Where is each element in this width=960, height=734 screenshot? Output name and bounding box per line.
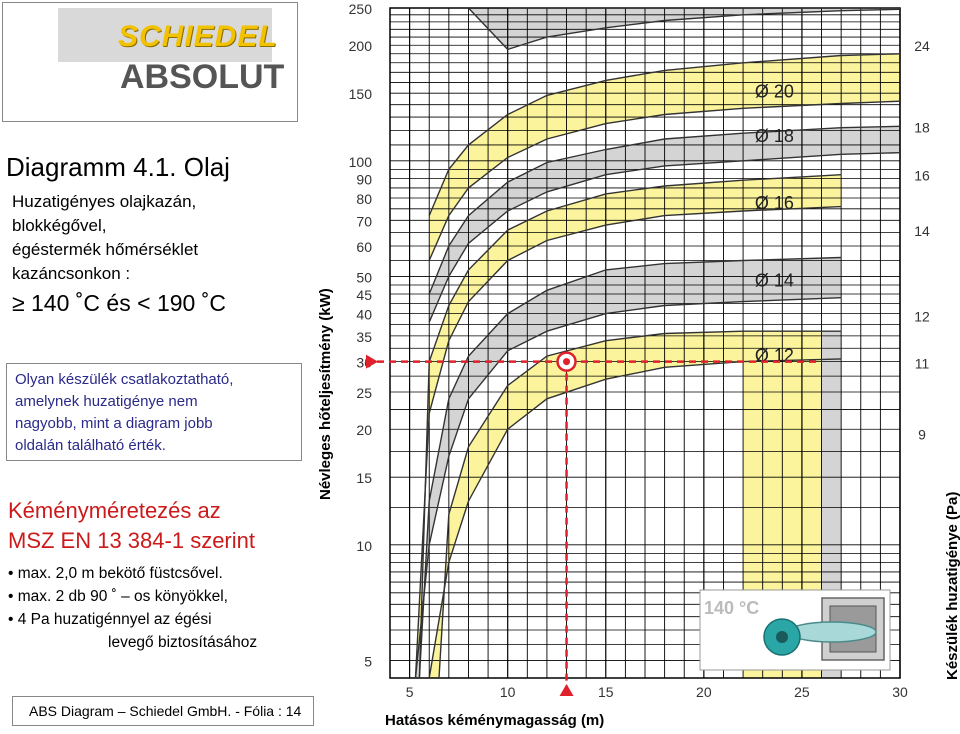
example-arrow-bottom	[559, 684, 574, 696]
series-label: Ø 14	[755, 271, 794, 291]
x-tick-label: 15	[598, 684, 614, 700]
band-upper-edge	[438, 330, 842, 679]
band-upper-edge	[418, 256, 842, 679]
band-lower-edge	[414, 297, 842, 679]
y-tick-label: 15	[356, 470, 372, 486]
logo-background	[58, 4, 272, 62]
standard-heading: Kéményméretezés az MSZ EN 13 384-1 szeri…	[8, 496, 255, 556]
burner-fan-hub	[776, 631, 788, 643]
example-arrow-left	[366, 354, 378, 369]
x-tick-label: 25	[794, 684, 810, 700]
note-line: amelynek huzatigénye nem	[15, 393, 198, 410]
y2-tick-label: 14	[914, 223, 930, 239]
diagram-title: Diagramm 4.1. Olaj	[6, 152, 230, 182]
y-tick-label: 100	[349, 154, 373, 170]
description: Huzatigényes olajkazán, blokkégővel, égé…	[12, 190, 198, 286]
band-upper-edge	[428, 53, 901, 216]
description-line: Huzatigényes olajkazán,	[12, 192, 197, 211]
example-marker	[365, 351, 822, 696]
band-lower-edge	[414, 205, 842, 679]
y-tick-label: 150	[349, 86, 373, 102]
description-line: blokkégővel,	[12, 216, 107, 235]
y2-tick-label: 24	[914, 38, 930, 54]
y-tick-label: 200	[349, 38, 373, 54]
band-upper-edge	[428, 125, 901, 295]
y2-tick-label: 11	[915, 356, 930, 372]
standard-heading-line: Kéményméretezés az	[8, 498, 221, 523]
footer-caption: ABS Diagram – Schiedel GmbH. - Fólia : 1…	[12, 696, 314, 726]
condition-item-continuation: levegő biztosításához	[108, 634, 258, 651]
condition-list: • max. 2,0 m bekötő füstcsővel. • max. 2…	[8, 562, 257, 654]
y-tick-label: 60	[356, 239, 372, 255]
x-tick-label: 30	[892, 684, 908, 700]
y2-tick-label: 9	[918, 426, 926, 442]
logo-brand-text: SCHIEDEL	[118, 20, 278, 53]
right-axis-title: Készülék huzatigénye (Pa)	[944, 492, 960, 680]
note-line: oldalán található érték.	[15, 437, 166, 454]
y-tick-label: 5	[364, 653, 372, 669]
series-label: Ø 18	[755, 126, 794, 146]
standard-heading-line: MSZ EN 13 384-1 szerint	[8, 528, 255, 553]
series-label: Ø 20	[755, 82, 794, 102]
compatibility-note: Olyan készülék csatlakoztatható, amelyne…	[6, 363, 302, 461]
x-tick-label: 5	[406, 684, 414, 700]
condition-item: • max. 2 db 90 ˚ – os könyökkel,	[8, 588, 228, 605]
description-line: égéstermék hőmérséklet	[12, 240, 199, 259]
y-tick-label: 50	[356, 269, 372, 285]
y-tick-label: 80	[356, 191, 372, 207]
series-label: Ø 16	[755, 193, 794, 213]
description-line: kazáncsonkon :	[12, 264, 131, 283]
y-tick-label: 40	[356, 307, 372, 323]
temperature-condition: ≥ 140 ˚C és < 190 ˚C	[12, 290, 226, 316]
y-tick-label: 10	[356, 538, 372, 554]
example-target-center	[563, 358, 571, 366]
band-lower-edge	[467, 7, 901, 51]
note-line: nagyobb, mint a diagram jobb	[15, 415, 213, 432]
band-outlines	[414, 7, 901, 679]
condition-item: • 4 Pa huzatigénnyel az égési	[8, 611, 212, 628]
y-axis-title: Névleges hőteljesítmény (kW)	[317, 288, 334, 500]
note-line: Olyan készülék csatlakoztatható,	[15, 371, 234, 388]
band-upper-edge	[418, 174, 842, 679]
y-tick-label: 20	[356, 422, 372, 438]
series-labels: Ø 12Ø 14Ø 16Ø 18Ø 20	[755, 82, 794, 366]
band-lower-edge	[428, 358, 842, 679]
chart-grid	[389, 7, 901, 679]
y-tick-label: 250	[349, 1, 373, 17]
logo-product-text: ABSOLUT	[120, 58, 285, 96]
x-tick-label: 10	[500, 684, 516, 700]
band-lower-edge	[428, 100, 901, 261]
y2-tick-label: 16	[914, 168, 930, 184]
y-tick-label: 35	[356, 329, 372, 345]
x-tick-label: 20	[696, 684, 712, 700]
y-tick-label: 70	[356, 213, 372, 229]
y2-tick-label: 12	[914, 308, 930, 324]
band-fill-top	[468, 8, 900, 50]
inset-temperature-label: 140 °C	[704, 598, 759, 618]
condition-item: • max. 2,0 m bekötő füstcsővel.	[8, 565, 223, 582]
band-lower-edge	[428, 152, 901, 323]
y2-tick-label: 18	[914, 119, 930, 135]
device-inset: 140 °C	[699, 589, 891, 671]
x-axis-title: Hatásos kéménymagasság (m)	[385, 712, 604, 729]
flue-flame	[787, 621, 877, 643]
y-tick-label: 25	[356, 385, 372, 401]
y-tick-label: 90	[356, 171, 372, 187]
y-tick-label: 45	[356, 287, 372, 303]
